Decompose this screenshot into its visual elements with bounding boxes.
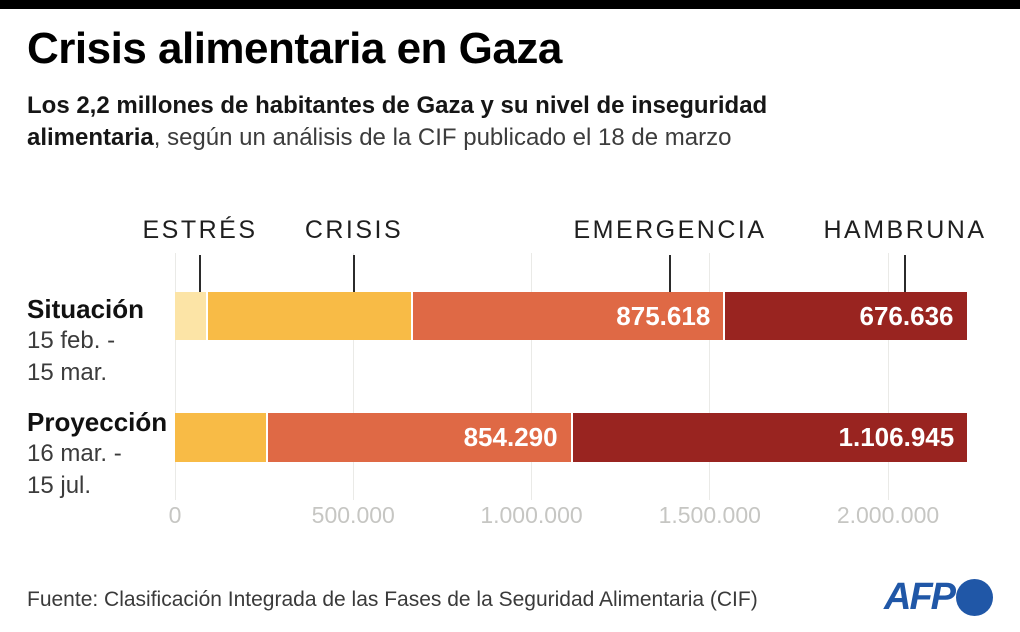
axis-tick-label: 500.000 xyxy=(311,502,395,528)
bar-segment-emergencia: 875.618 xyxy=(413,292,726,340)
row-label-name: Proyección xyxy=(27,407,168,437)
gridline xyxy=(887,253,889,500)
phase-pointer-tick-crisis xyxy=(353,255,355,292)
bar-row-proyeccion: 854.290 1.106.945 xyxy=(175,413,968,462)
gridline xyxy=(709,253,711,500)
bar-segment-crisis xyxy=(175,413,269,462)
axis-tick-label: 1.500.000 xyxy=(658,502,761,528)
axis-tick-label: 2.000.000 xyxy=(836,502,940,528)
phase-pointer-tick-hambruna xyxy=(904,255,906,292)
phase-pointer-tick-emergencia xyxy=(669,255,671,292)
bar-segment-hambruna: 676.636 xyxy=(725,292,967,340)
bar-segment-emergencia: 854.290 xyxy=(268,413,573,462)
axis-tick-label: 1.000.000 xyxy=(480,502,583,528)
row-period-line2: 15 jul. xyxy=(27,472,92,499)
segment-value-label: 875.618 xyxy=(616,301,711,331)
afp-logo: AFP xyxy=(884,576,993,618)
segment-value-label: 854.290 xyxy=(463,422,558,452)
gridline xyxy=(531,253,532,500)
bar-segment-estres xyxy=(175,292,209,340)
page-title: Crisis alimentaria en Gaza xyxy=(27,24,562,73)
top-border xyxy=(0,0,1020,9)
phase-label-estres: ESTRÉS xyxy=(142,216,258,244)
bar-segment-crisis xyxy=(208,292,414,340)
segment-value-label: 1.106.945 xyxy=(838,422,955,452)
phase-label-crisis: CRISIS xyxy=(304,216,404,244)
subtitle-rest: , según un análisis de la CIF publicado … xyxy=(153,124,732,151)
row-label-name: Situación xyxy=(27,294,145,324)
phase-label-emergencia: EMERGENCIA xyxy=(573,216,767,244)
gridline xyxy=(174,253,176,500)
subtitle: Los 2,2 millones de habitantes de Gaza y… xyxy=(27,90,977,154)
source-note: Fuente: Clasificación Integrada de las F… xyxy=(27,588,758,611)
axis-tick-label: 0 xyxy=(168,502,182,528)
row-period-line2: 15 mar. xyxy=(27,359,108,386)
afp-logo-circle-icon xyxy=(956,578,993,616)
phase-label-hambruna: HAMBRUNA xyxy=(823,216,987,244)
afp-logo-text: AFP xyxy=(884,576,956,618)
phase-pointer-tick-estres xyxy=(199,255,201,292)
chart-area: 0 500.000 1.000.000 1.500.000 2.000.000 ESTRÉ… xyxy=(0,210,1020,540)
bar-segment-hambruna: 1.106.945 xyxy=(572,413,968,462)
row-period-line1: 16 mar. - xyxy=(27,440,122,467)
subtitle-bold: Los 2,2 millones de habitantes de Gaza y… xyxy=(27,92,768,151)
row-period-line1: 15 feb. - xyxy=(27,327,116,354)
bar-row-situacion: 875.618 676.636 xyxy=(175,292,967,340)
gridline xyxy=(352,253,354,500)
segment-value-label: 676.636 xyxy=(859,301,954,331)
